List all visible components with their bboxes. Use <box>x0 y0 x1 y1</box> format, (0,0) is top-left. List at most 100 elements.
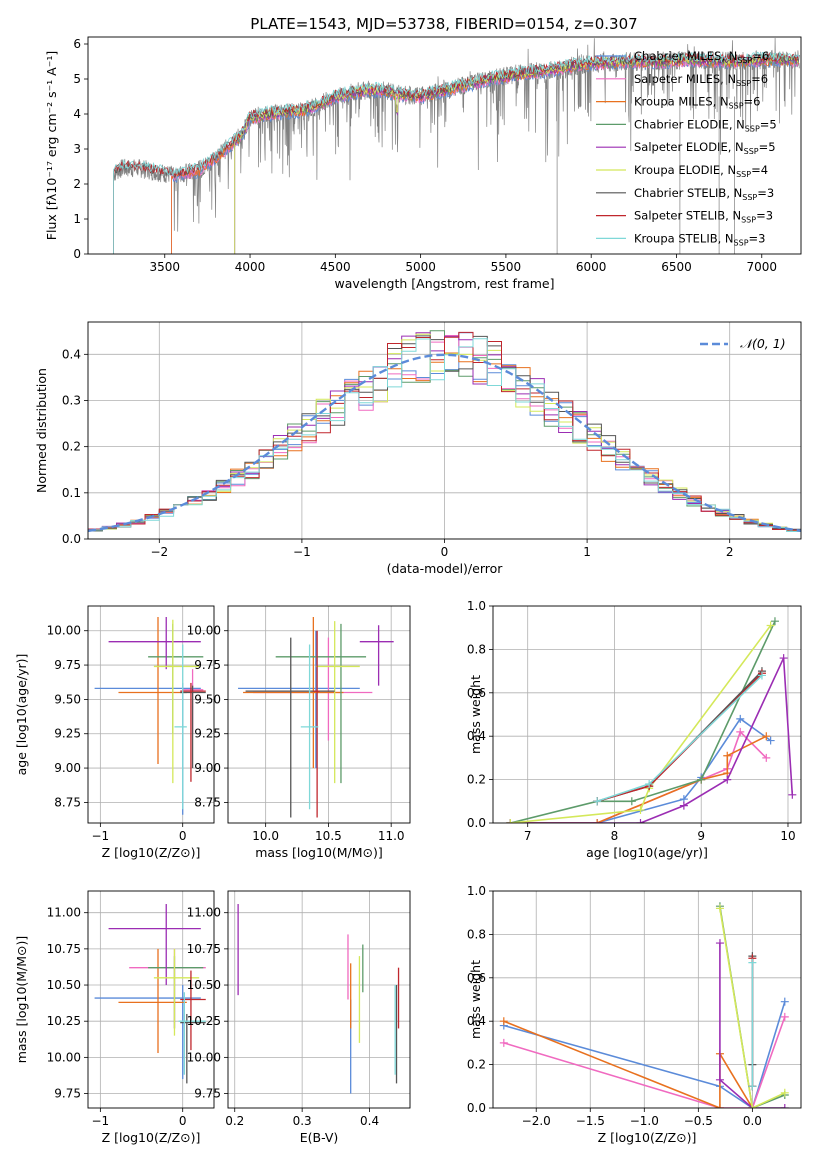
marker-salpeter_miles <box>736 727 745 736</box>
y-axis-label: mass weight <box>468 960 483 1039</box>
y-tick-label: 1.0 <box>467 884 486 898</box>
histogram-salpeter_stelib <box>88 331 801 531</box>
spectrum-data-line <box>113 37 800 254</box>
series-kroupa_elodie <box>510 625 772 823</box>
x-tick-label: 5500 <box>491 260 522 274</box>
x-tick-label: 5000 <box>405 260 436 274</box>
x-axis-label: mass [log10(M/M⊙)] <box>255 845 383 860</box>
x-axis-label: (data-model)/error <box>387 561 504 576</box>
plot-area-mass_vs_Z <box>88 891 214 1108</box>
axes-frame <box>492 605 802 824</box>
y-tick-label: 9.75 <box>54 658 81 672</box>
y-tick-label: 9.50 <box>54 692 81 706</box>
x-tick-label: −1 <box>92 1114 110 1128</box>
axes-spectrum: 3500 4000 4500 5000 5500 6000 6500 7000 0 1 2 3 4 5 6 w… <box>44 36 802 291</box>
axes-frame <box>227 605 411 824</box>
y-tick-label: 9.25 <box>194 727 221 741</box>
y-tick-label: 9.25 <box>54 727 81 741</box>
y-tick-label: 8.75 <box>194 795 221 809</box>
y-tick-label: 0.4 <box>467 729 486 743</box>
x-tick-label: 3500 <box>149 260 180 274</box>
legend-label-kroupa_stelib: Kroupa STELIB, NSSP=3 <box>634 231 765 247</box>
y-tick-label: 0.2 <box>62 440 81 454</box>
y-tick-label: 0.6 <box>467 686 486 700</box>
plot-area-massweight_vs_Z <box>493 891 801 1108</box>
x-tick-label: 11.0 <box>378 829 405 843</box>
series-kroupa_miles <box>510 735 767 823</box>
series-salpeter_elodie <box>719 943 785 1108</box>
y-tick-label: 0.4 <box>62 347 81 361</box>
marker-salpeter_elodie <box>779 654 788 663</box>
x-axis-label: age [log10(age/yr)] <box>586 845 708 860</box>
series-salpeter_miles <box>503 1016 786 1108</box>
marker-kroupa_stelib <box>748 1082 757 1091</box>
marker-salpeter_elodie <box>723 775 732 784</box>
marker-kroupa_elodie <box>636 805 645 814</box>
x-tick-label: 0.4 <box>360 1114 379 1128</box>
y-tick-label: 3 <box>73 142 81 156</box>
legend-label-chabrier_elodie: Chabrier ELODIE, NSSP=5 <box>634 117 777 133</box>
legend-label-kroupa_miles: Kroupa MILES, NSSP=6 <box>634 95 760 111</box>
y-tick-label: 0.2 <box>467 773 486 787</box>
marker-kroupa_miles <box>762 732 771 741</box>
y-tick-label: 0.2 <box>467 1058 486 1072</box>
x-tick-label: 7000 <box>746 260 777 274</box>
plot-area-age_vs_Z <box>88 606 214 823</box>
marker-chabrier_miles <box>780 997 789 1006</box>
legend-label-kroupa_elodie: Kroupa ELODIE, NSSP=4 <box>634 163 768 179</box>
plot-area-spectrum <box>113 37 800 254</box>
x-tick-label: −2.0 <box>522 1114 551 1128</box>
y-tick-label: 9.75 <box>194 658 221 672</box>
spectrum-legend: Chabrier MILES, NSSP=6 Salpeter MILES, NS… <box>596 49 777 247</box>
y-tick-label: 4 <box>73 107 81 121</box>
legend-label-chabrier_miles: Chabrier MILES, NSSP=6 <box>634 49 769 65</box>
x-axis-label: E(B-V) <box>300 1130 339 1145</box>
marker-kroupa_stelib <box>593 797 602 806</box>
axes-frame <box>87 36 802 255</box>
legend-label-salpeter_stelib: Salpeter STELIB, NSSP=3 <box>634 209 773 225</box>
normal-legend-label: 𝒩(0, 1) <box>740 336 786 351</box>
axes-frame <box>87 890 215 1109</box>
x-tick-label: −0.5 <box>684 1114 713 1128</box>
x-tick-label: 0 <box>441 545 449 559</box>
axes-residuals: −2 −1 0 1 2 0.0 0.1 0.2 0.3 0.4 (data-model)/error… <box>34 321 802 576</box>
x-tick-label: 8 <box>611 829 619 843</box>
y-tick-label: 9.00 <box>194 761 221 775</box>
y-tick-label: 0.0 <box>467 816 486 830</box>
marker-kroupa_miles <box>499 1017 508 1026</box>
series-chabrier_miles <box>510 717 772 823</box>
spectrum-title: PLATE=1543, MJD=53738, FIBERID=0154, z=0… <box>250 15 637 33</box>
y-tick-label: 10.75 <box>187 942 221 956</box>
y-axis-label: mass weight <box>468 675 483 754</box>
marker-salpeter_miles <box>762 753 771 762</box>
normal-curve <box>88 353 801 533</box>
y-tick-label: 2 <box>73 177 81 191</box>
marker-kroupa_elodie <box>748 1104 757 1108</box>
x-tick-label: 1 <box>583 545 591 559</box>
marker-salpeter_elodie <box>715 939 724 948</box>
spectrum-model-kroupa_stelib <box>113 51 800 254</box>
legend-label-salpeter_elodie: Salpeter ELODIE, NSSP=5 <box>634 140 776 156</box>
y-tick-label: 0.6 <box>467 971 486 985</box>
series-salpeter_miles <box>510 730 767 823</box>
marker-kroupa_elodie <box>766 621 775 630</box>
marker-kroupa_elodie <box>715 904 724 913</box>
marker-chabrier_elodie <box>770 617 779 626</box>
y-tick-label: 10.00 <box>187 1050 221 1064</box>
marker-kroupa_miles <box>715 1104 724 1108</box>
series-salpeter_elodie <box>510 657 794 823</box>
marker-chabrier_miles <box>736 714 745 723</box>
y-tick-label: 9.75 <box>194 1087 221 1101</box>
y-tick-label: 11.00 <box>47 906 81 920</box>
x-axis-label: Z [log10(Z/Z⊙)] <box>102 1130 201 1145</box>
series-chabrier_elodie <box>510 620 776 823</box>
series-kroupa_elodie <box>719 908 786 1108</box>
y-tick-label: 10.75 <box>47 942 81 956</box>
y-tick-label: 10.50 <box>187 978 221 992</box>
x-tick-label: 4500 <box>320 260 351 274</box>
marker-kroupa_elodie <box>506 819 515 823</box>
plot-area-massweight_vs_age <box>493 606 801 823</box>
x-tick-label: 0 <box>179 1114 187 1128</box>
axes-mass_vs_Z: −1 0 9.75 10.00 10.25 10.50 10.75 11.00 Z [log10… <box>14 890 215 1145</box>
